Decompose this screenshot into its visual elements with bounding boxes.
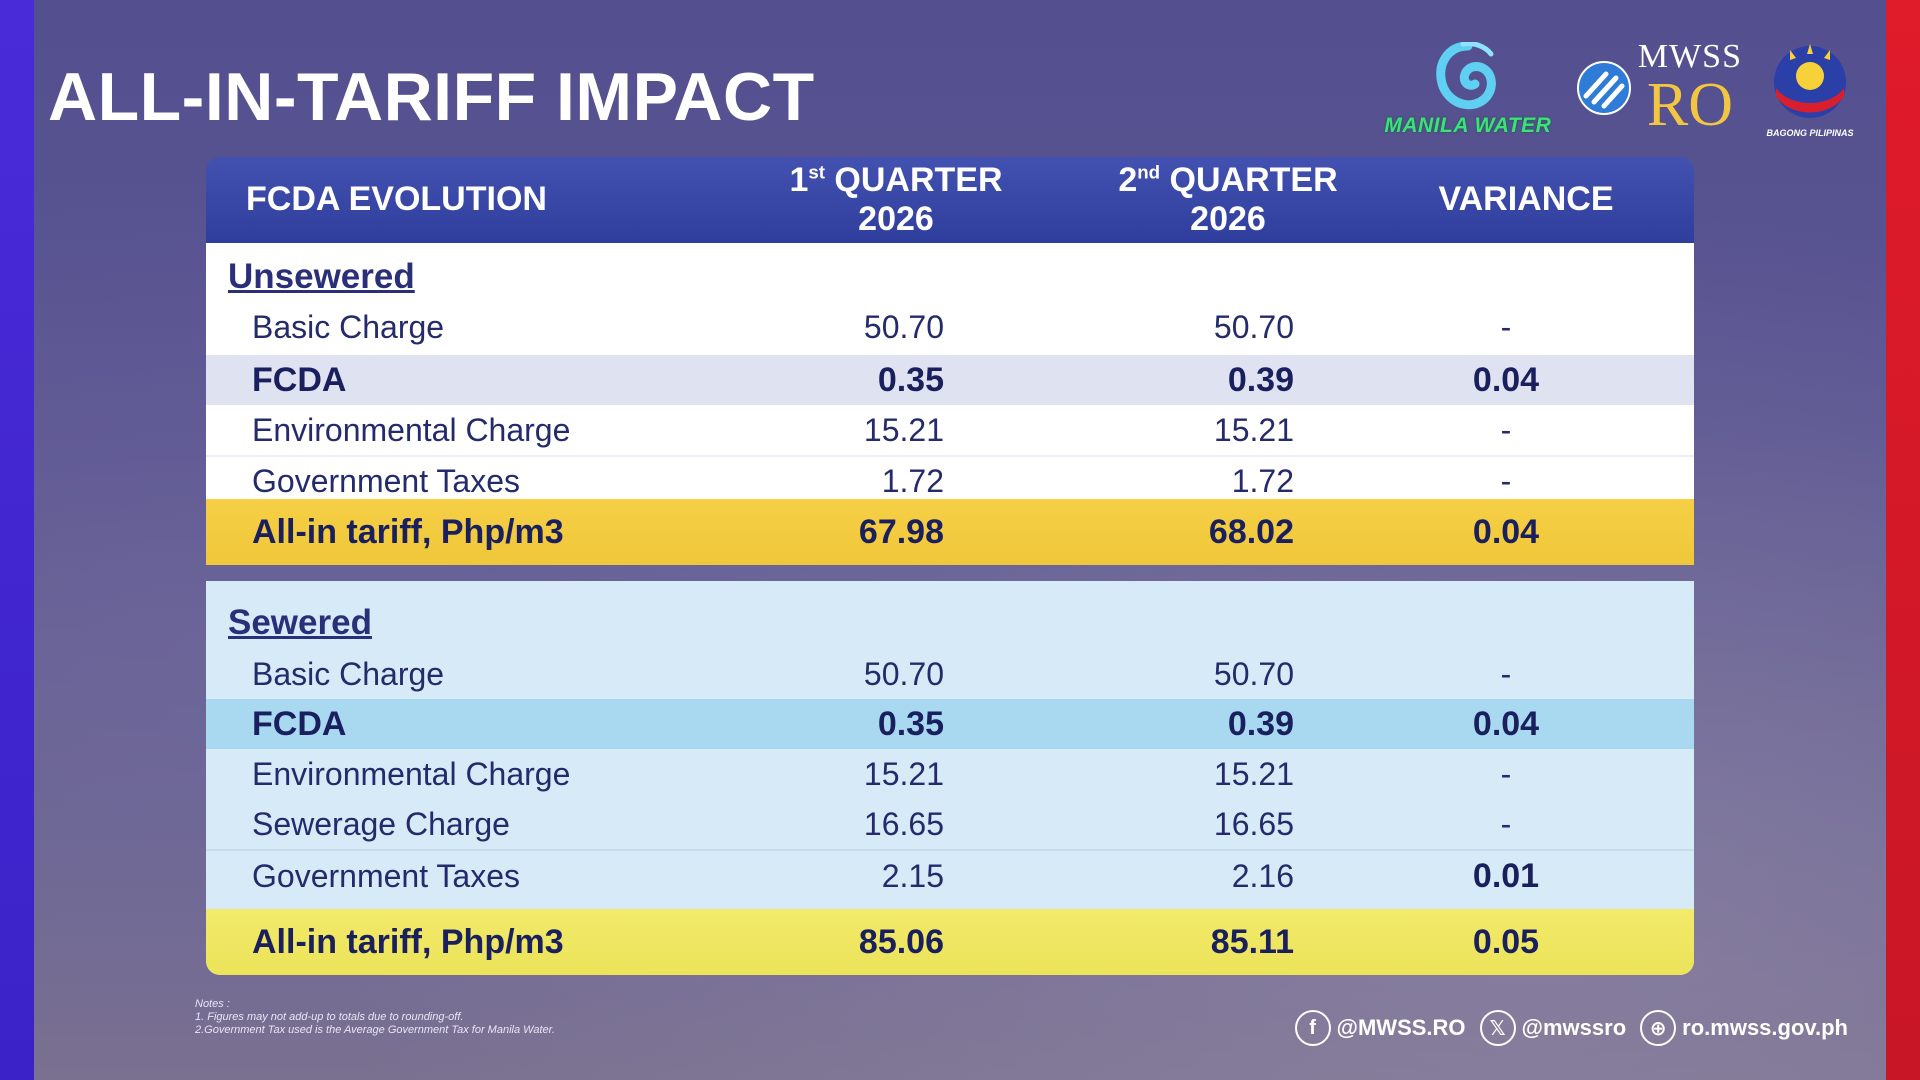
bagong-pilipinas-caption: BAGONG PILIPINAS — [1766, 128, 1854, 138]
table-row: Government Taxes 2.15 2.16 0.01 — [206, 849, 1694, 901]
header-q2-2026: 2nd QUARTER 2026 — [1118, 160, 1338, 238]
row-q1: 0.35 — [877, 704, 944, 743]
row-variance: - — [1500, 655, 1512, 692]
header-q1-2026: 1st QUARTER 2026 — [789, 160, 1003, 238]
note-1: 1. Figures may not add-up to totals due … — [195, 1011, 464, 1023]
globe-icon: ⊕ — [1640, 1010, 1677, 1046]
row-variance: - — [1500, 462, 1512, 499]
row-label: FCDA — [252, 360, 347, 399]
row-q1: 0.35 — [877, 360, 944, 399]
row-label: Government Taxes — [252, 857, 520, 894]
row-label: Basic Charge — [252, 655, 445, 692]
footnotes: Notes : 1. Figures may not add-up to tot… — [195, 998, 555, 1037]
left-accent-bar — [0, 0, 34, 1080]
row-variance: - — [1500, 755, 1512, 792]
row-q2: 15.21 — [1213, 411, 1294, 448]
mwss-ro-logo: MWSS RO — [1576, 38, 1742, 138]
row-variance: - — [1500, 308, 1512, 345]
row-q1: 2.15 — [881, 857, 944, 894]
note-2: 2.Government Tax used is the Average Gov… — [195, 1024, 555, 1036]
row-label: Environmental Charge — [252, 411, 571, 448]
x-link[interactable]: 𝕏 @mwssro — [1479, 1010, 1627, 1046]
table-row-total-sewered: All-in tariff, Php/m3 85.06 85.11 0.05 — [206, 909, 1694, 975]
row-q2: 0.39 — [1227, 360, 1294, 399]
row-label: Sewerage Charge — [252, 805, 510, 842]
row-label: FCDA — [252, 704, 347, 743]
table-row: Basic Charge 50.70 50.70 - — [206, 649, 1694, 699]
row-label: All-in tariff, Php/m3 — [252, 922, 564, 961]
row-q2: 68.02 — [1208, 512, 1294, 551]
row-variance: - — [1500, 411, 1512, 448]
table-row: Environmental Charge 15.21 15.21 - — [206, 749, 1694, 799]
header-fcda-evolution: FCDA EVOLUTION — [246, 180, 547, 219]
row-variance: 0.04 — [1472, 704, 1540, 743]
manila-water-logo: MANILA WATER — [1378, 38, 1558, 138]
row-q2: 15.21 — [1213, 755, 1294, 792]
table-row-fcda: FCDA 0.35 0.39 0.04 — [206, 355, 1694, 405]
row-q1: 67.98 — [858, 512, 944, 551]
header-variance: VARIANCE — [1438, 180, 1614, 219]
row-variance: 0.04 — [1472, 512, 1540, 551]
row-q1: 15.21 — [863, 411, 944, 448]
row-label: Basic Charge — [252, 308, 445, 345]
table-row-total-unsewered: All-in tariff, Php/m3 67.98 68.02 0.04 — [206, 499, 1694, 565]
row-q1: 1.72 — [881, 462, 944, 499]
table-row: Government Taxes 1.72 1.72 - — [206, 455, 1694, 505]
facebook-icon: f — [1294, 1010, 1331, 1046]
table-row-fcda: FCDA 0.35 0.39 0.04 — [206, 699, 1694, 749]
section-label-sewered: Sewered — [228, 603, 372, 642]
row-label: Environmental Charge — [252, 755, 571, 792]
row-q2: 16.65 — [1213, 805, 1294, 842]
row-label: Government Taxes — [252, 462, 520, 499]
wave-icon — [1436, 42, 1496, 110]
table-row: Basic Charge 50.70 50.70 - — [206, 299, 1694, 355]
facebook-link[interactable]: f @MWSS.RO — [1294, 1010, 1466, 1046]
table-header: FCDA EVOLUTION 1st QUARTER 2026 2nd QUART… — [206, 157, 1694, 243]
page-title: ALL-IN-TARIFF IMPACT — [48, 59, 815, 135]
tariff-table: FCDA EVOLUTION 1st QUARTER 2026 2nd QUART… — [206, 157, 1694, 975]
row-variance: 0.05 — [1472, 922, 1540, 961]
row-variance: - — [1500, 805, 1512, 842]
ro-wordmark: RO — [1646, 71, 1733, 139]
row-q1: 16.65 — [863, 805, 944, 842]
website-link[interactable]: ⊕ ro.mwss.gov.ph — [1640, 1010, 1848, 1046]
website-url: ro.mwss.gov.ph — [1682, 1015, 1848, 1040]
row-variance: 0.01 — [1472, 856, 1540, 895]
row-q2: 1.72 — [1231, 462, 1294, 499]
section-label-unsewered: Unsewered — [228, 257, 415, 296]
table-row: Environmental Charge 15.21 15.21 - — [206, 405, 1694, 455]
table-row: Sewerage Charge 16.65 16.65 - — [206, 799, 1694, 849]
row-q1: 50.70 — [863, 308, 944, 345]
row-q2: 50.70 — [1213, 655, 1294, 692]
row-q2: 85.11 — [1210, 922, 1294, 961]
manila-water-wordmark: MANILA WATER — [1384, 114, 1552, 137]
row-q2: 0.39 — [1227, 704, 1294, 743]
row-label: All-in tariff, Php/m3 — [252, 512, 564, 551]
social-links: f @MWSS.RO 𝕏 @mwssro ⊕ ro.mwss.gov.ph — [1294, 1010, 1848, 1046]
bagong-pilipinas-emblem-icon — [1774, 44, 1846, 118]
x-icon: 𝕏 — [1479, 1010, 1516, 1046]
mwss-emblem-icon — [1576, 61, 1631, 115]
row-q1: 85.06 — [858, 922, 944, 961]
bagong-pilipinas-logo: BAGONG PILIPINAS — [1760, 38, 1860, 138]
right-accent-bar — [1886, 0, 1920, 1080]
logo-group: MANILA WATER MWSS RO BAGONG PILIPINAS — [1378, 38, 1860, 139]
row-q1: 15.21 — [863, 755, 944, 792]
row-q1: 50.70 — [863, 655, 944, 692]
x-handle: @mwssro — [1521, 1015, 1627, 1040]
facebook-handle: @MWSS.RO — [1336, 1015, 1466, 1040]
row-variance: 0.04 — [1472, 360, 1540, 399]
mwss-wordmark: MWSS — [1637, 38, 1742, 75]
row-q2: 2.16 — [1231, 857, 1294, 894]
notes-heading: Notes : — [195, 998, 230, 1010]
row-q2: 50.70 — [1213, 308, 1294, 345]
